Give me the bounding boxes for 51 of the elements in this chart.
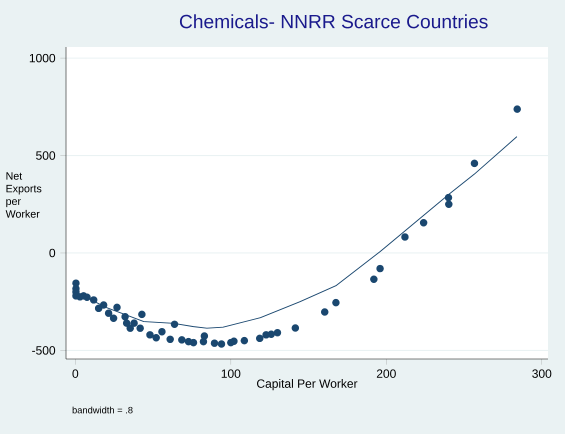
x-tick-label: 200 [376,369,396,378]
point [268,330,275,338]
point [200,332,208,340]
point [292,324,300,332]
point [210,339,218,347]
point [130,319,138,327]
point [100,301,108,309]
point [240,336,248,344]
point [230,338,238,345]
point [94,304,102,312]
y-axis-title: Net Exports per Worker [6,172,42,218]
point [146,331,154,339]
point [444,194,452,202]
point [256,334,264,342]
point [445,200,453,208]
y-tick-label: 1000 [30,54,56,62]
point [332,298,340,306]
point [376,264,384,272]
point [126,324,134,332]
y-tick-label: 0 [49,248,56,258]
point [152,334,160,342]
x-axis-title: Capital Per Worker [257,379,358,390]
point [166,336,174,344]
point [218,340,226,348]
point [513,105,521,113]
point [138,310,146,318]
point [274,328,282,336]
point [370,276,378,284]
point [90,296,98,304]
point [320,308,328,316]
point [83,293,91,301]
point [190,338,198,346]
text: bandwidth = .8 [72,406,133,414]
x-tick-label: 0 [72,369,78,378]
point [470,160,478,168]
point [158,328,166,336]
point [122,319,130,327]
y-tick-label: 500 [36,151,56,160]
x-tick-label: 300 [532,369,552,378]
point [170,320,178,328]
point [401,233,409,241]
point [113,304,121,312]
point [178,336,186,344]
point [136,324,144,332]
point [420,219,428,227]
x-tick-label: 100 [222,369,240,378]
point [104,309,112,317]
point [121,312,129,320]
chart-title: Chemicals- NNRR Scarce Countries [180,14,488,28]
y-tick-label: -500 [32,346,56,355]
point [110,314,118,322]
